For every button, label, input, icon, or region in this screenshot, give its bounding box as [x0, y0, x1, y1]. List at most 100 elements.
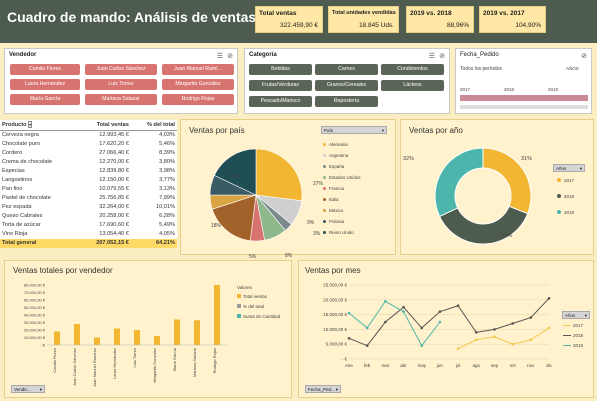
- legend-item: Italia: [323, 197, 339, 202]
- table-cell: Crema de chocolate: [2, 159, 53, 165]
- anios-filter-button[interactable]: Años ▾: [562, 311, 590, 319]
- slicer-item[interactable]: Mariana Salazar: [85, 94, 157, 105]
- table-cell: 17.690,60 €: [99, 222, 129, 228]
- legend-item: 2018: [557, 194, 574, 199]
- table-cell: 17.620,20 €: [99, 141, 129, 147]
- slicer-title: Vendedor: [9, 52, 37, 58]
- slicer-item[interactable]: Repostería: [315, 96, 378, 107]
- bar: [214, 285, 220, 345]
- product-sales-table: Producto ▾ Total ventas % del total Cerv…: [0, 120, 177, 248]
- slicer-item[interactable]: Camila Flores: [10, 64, 80, 75]
- table-cell: 10,01%: [156, 204, 175, 210]
- table-cell: 207.052,15 €: [77, 239, 131, 248]
- table-cell: 10.079,55 €: [99, 186, 129, 192]
- kpi-2019-vs-2018: 2019 vs. 2018 88,96%: [406, 6, 474, 33]
- pie-chart: [209, 148, 303, 242]
- fecha-filter-button[interactable]: Fecha_Ped... ▾: [305, 385, 341, 393]
- table-cell: Total general: [0, 239, 78, 248]
- donut-data-label: 37%: [501, 233, 513, 239]
- series-line: [348, 297, 550, 347]
- pie-data-label: 9%: [307, 220, 315, 226]
- table-row: Crema de chocolate 12.270,00 € 3,80%: [0, 158, 177, 167]
- x-tick-label: oct: [510, 363, 517, 368]
- pie-slice: [211, 194, 257, 241]
- clear-filter-icon[interactable]: ⊘: [581, 53, 587, 60]
- timeline-unit-select[interactable]: AÑOS: [566, 66, 579, 71]
- timeline-bar[interactable]: [460, 95, 588, 101]
- legend-item: 2019: [557, 210, 574, 215]
- y-tick-label: 10.000,00 €: [323, 327, 347, 332]
- data-point: [438, 310, 442, 313]
- clear-filter-icon[interactable]: ⊘: [227, 53, 233, 60]
- donut-chart: [434, 147, 532, 245]
- timeline-scrollbar[interactable]: [460, 105, 588, 109]
- data-point: [384, 299, 387, 303]
- multi-select-icon[interactable]: ☰: [216, 53, 223, 60]
- column-header: Total ventas: [77, 120, 131, 131]
- pie-data-label: 3%: [313, 231, 321, 237]
- slicer-item[interactable]: Luis Torres: [85, 79, 157, 90]
- legend-item: Suma de Cantidad: [237, 314, 280, 319]
- data-point: [474, 331, 478, 334]
- data-point: [529, 316, 533, 319]
- pie-pais-panel: Ventas por país País ▾ Alemania Argentina E…: [180, 119, 396, 260]
- data-point: [402, 310, 405, 313]
- data-point: [493, 335, 496, 339]
- data-point: [493, 328, 496, 331]
- slicer-item[interactable]: Lácteos: [381, 80, 444, 91]
- x-tick-label: Luis Torres: [132, 348, 137, 368]
- data-point: [420, 326, 424, 330]
- slicer-item[interactable]: Laura Hernández: [10, 79, 80, 90]
- legend-item: México: [323, 208, 343, 213]
- slicer-item[interactable]: María García: [10, 94, 80, 105]
- data-point: [365, 344, 369, 347]
- x-tick-label: Margarita González: [152, 348, 157, 383]
- bar: [74, 324, 80, 345]
- data-point: [529, 338, 533, 342]
- clear-filter-icon[interactable]: ⊘: [439, 53, 445, 60]
- slicer-item[interactable]: Juan Manuel Ramí...: [162, 64, 234, 75]
- slicer-item[interactable]: Condimentos: [381, 64, 444, 75]
- anios-filter-button[interactable]: Años ▾: [553, 164, 585, 172]
- slicer-item[interactable]: Carnes: [315, 64, 378, 75]
- legend-item: España: [323, 164, 344, 169]
- slicer-item[interactable]: Rodrigo Rojas: [162, 94, 234, 105]
- slicer-item[interactable]: Bebidas: [249, 64, 312, 75]
- vendedor-filter-button[interactable]: Vende... ▾: [11, 385, 45, 393]
- slicer-item[interactable]: Frutas/Verduras: [249, 80, 312, 91]
- x-tick-label: ago: [473, 363, 481, 368]
- y-tick-label: 20.000,00 €: [24, 328, 46, 333]
- y-tick-label: 60.000,00 €: [24, 298, 46, 303]
- table-cell: 4,03%: [159, 132, 175, 138]
- table-row: Torta de azúcar 17.690,60 € 5,49%: [0, 221, 177, 230]
- x-tick-label: María García: [172, 347, 177, 371]
- vendedor-bar-panel: Ventas totales por vendedor 80.000,00 € 7…: [4, 260, 292, 398]
- x-tick-label: jul: [455, 363, 461, 368]
- kpi-value: 88,96%: [446, 22, 469, 29]
- slicer-item[interactable]: Margarita González: [162, 79, 234, 90]
- table-cell: Langostinos: [2, 177, 33, 183]
- x-tick-label: ene: [345, 363, 353, 368]
- table-row: Chocolate puro 17.620,20 € 5,46%: [0, 140, 177, 149]
- multi-select-icon[interactable]: ☰: [428, 53, 435, 60]
- bar: [94, 337, 100, 345]
- filter-dropdown-icon: ▾: [28, 121, 33, 128]
- data-point: [420, 344, 424, 347]
- timeline-year: 2019: [548, 87, 559, 92]
- kpi-2019-vs-2017: 2019 vs. 2017 104,90%: [479, 6, 546, 33]
- x-tick-label: may: [417, 363, 426, 368]
- x-tick-label: mar: [381, 363, 389, 368]
- slicer-item[interactable]: Juan Carlos Sánchez: [85, 64, 157, 75]
- slicer-item[interactable]: Pescado/Marisco: [249, 96, 312, 107]
- kpi-label: 2019 vs. 2017: [483, 10, 525, 17]
- table-cell: 27.066,40 €: [99, 150, 129, 156]
- table-cell: 64,21%: [130, 239, 177, 248]
- column-header[interactable]: Producto ▾: [0, 120, 78, 131]
- y-tick-label: 20.000,00 €: [323, 297, 347, 302]
- y-tick-label: 10.000,00 €: [24, 335, 46, 340]
- donut-slice: [438, 205, 529, 245]
- slicer-item[interactable]: Granos/Cereales: [315, 80, 378, 91]
- legend-item: Polonia: [323, 219, 344, 224]
- table-cell: Torta de azúcar: [2, 222, 41, 228]
- pais-filter-button[interactable]: País ▾: [321, 126, 387, 134]
